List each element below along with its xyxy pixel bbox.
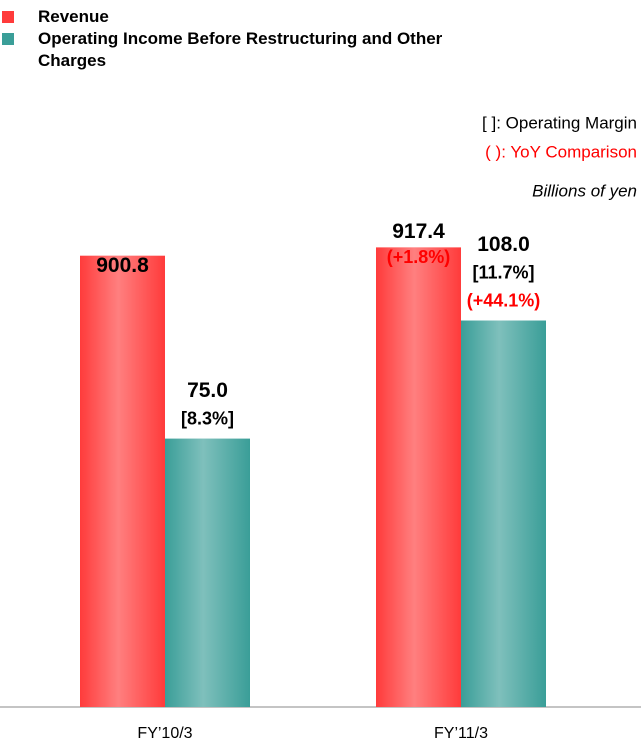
bar-shine [461,320,546,707]
margin-label: [11.7%] [472,262,534,282]
legend-item: Revenue [0,6,520,28]
bar-shine [80,255,165,707]
legend-label: Operating Income Before Restructuring an… [38,29,443,70]
value-label: 75.0 [187,379,228,402]
x-tick-label: FY’11/3 [434,725,488,742]
margin-label: [8.3%] [181,408,234,428]
bar-shine [165,438,250,707]
legend: Revenue Operating Income Before Restructu… [0,6,520,72]
legend-swatch [2,11,14,23]
bar-shine [376,247,461,707]
legend-item: Operating Income Before Restructuring an… [0,28,508,72]
legend-swatch [2,33,14,45]
value-label: 917.4 [392,220,445,243]
note: ( ): YoY Comparison [485,142,637,161]
value-label: 900.8 [96,254,149,277]
yoy-label: (+1.8%) [387,247,451,267]
value-label: 108.0 [477,233,530,256]
legend-label: Revenue [38,7,109,26]
x-tick-label: FY’10/3 [137,725,192,742]
yoy-label: (+44.1%) [467,290,541,310]
note: [ ]: Operating Margin [482,113,637,132]
note: Billions of yen [532,181,637,200]
